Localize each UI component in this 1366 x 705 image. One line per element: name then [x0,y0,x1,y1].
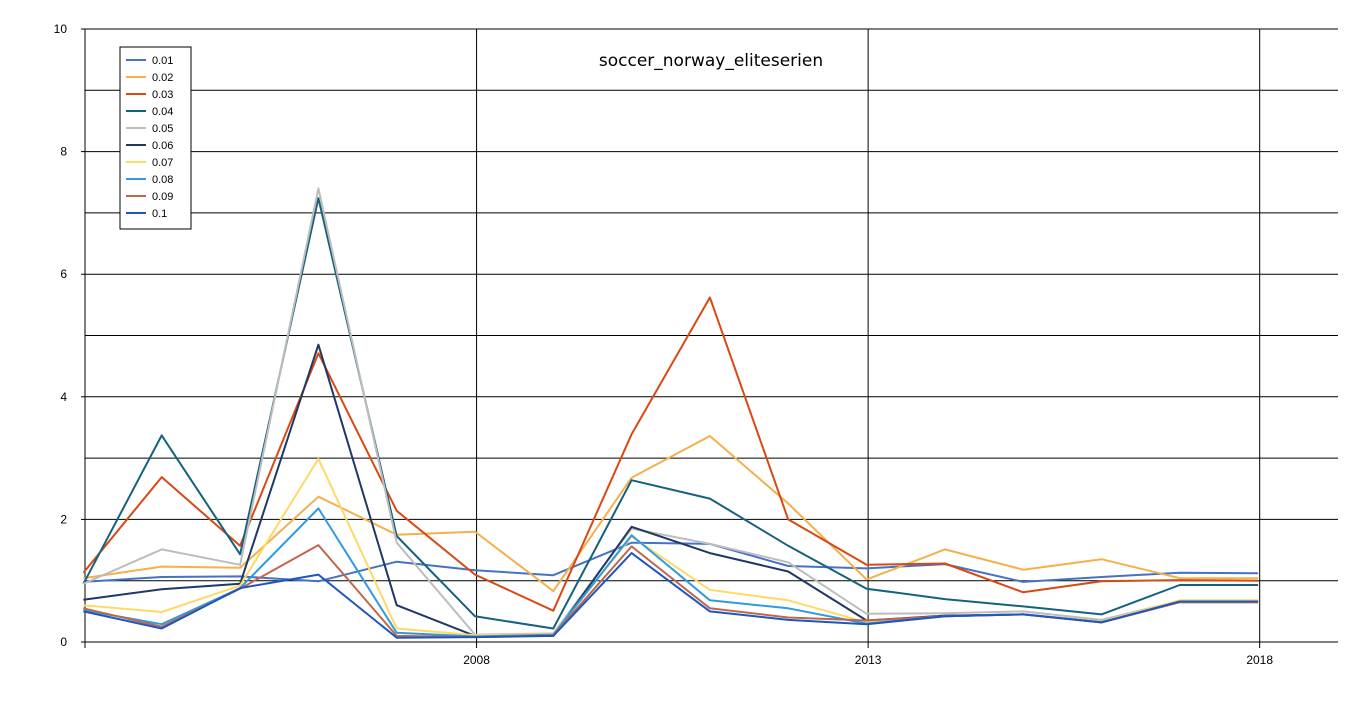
x-tick-label: 2018 [1246,653,1273,667]
legend-label: 0.03 [152,89,173,101]
series-line-0-05 [82,187,1259,636]
series-line-0-01 [83,541,1259,583]
y-tick-label: 6 [60,267,67,281]
legend-label: 0.09 [152,191,173,203]
legend: 0.01 0.02 0.03 0.04 0.05 0.06 0.07 0.08 0.09 0.1 [119,46,192,230]
series-line-0-09 [83,544,1259,639]
legend-label: 0.08 [152,174,173,186]
series-line-0-02 [83,435,1259,593]
series-line-0-07 [83,457,1259,637]
series-line-0-03 [82,296,1259,612]
y-tick-label: 2 [60,512,67,526]
x-tick-label: 2008 [463,653,490,667]
gridlines [85,28,1338,642]
y-tick-label: 10 [54,22,68,36]
series-lines [82,187,1259,639]
legend-label: 0.01 [152,55,173,67]
legend-label: 0.05 [152,123,173,135]
legend-label: 0.06 [152,140,173,152]
chart-title: soccer_norway_eliteserien [599,51,823,71]
legend-label: 0.02 [152,72,173,84]
axes [81,28,1338,648]
series-line-0-1 [83,552,1259,639]
x-tick-label: 2013 [855,653,882,667]
legend-label: 0.07 [152,157,173,169]
y-tick-label: 4 [60,390,67,404]
legend-label: 0.04 [152,106,173,118]
y-tick-label: 8 [60,145,67,159]
tick-labels: 0 2 4 6 8 10 2008 2013 2018 [54,22,1274,667]
y-tick-label: 0 [60,635,67,649]
legend-label: 0.1 [152,208,167,220]
